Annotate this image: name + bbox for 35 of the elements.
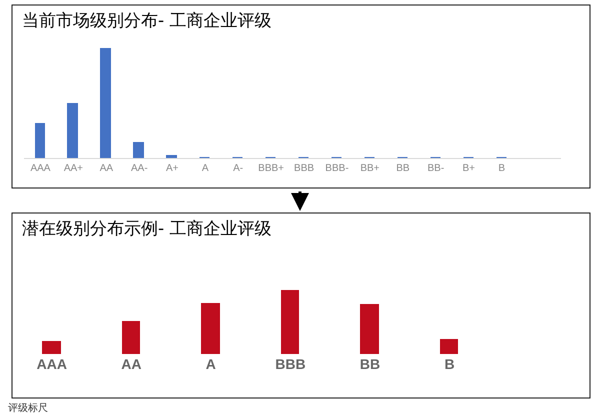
x-tick-label: AAA xyxy=(36,356,67,372)
bar xyxy=(100,48,111,158)
bar xyxy=(440,339,458,354)
x-tick-label: BB+ xyxy=(360,163,380,174)
x-tick-label: B xyxy=(498,163,506,174)
x-tick-label: B+ xyxy=(462,163,476,174)
bar xyxy=(281,290,299,354)
x-tick-label: B xyxy=(444,356,455,372)
x-tick-label: AA xyxy=(100,163,114,174)
bar xyxy=(133,142,144,158)
x-tick-label: BB xyxy=(396,163,410,174)
bar xyxy=(122,321,140,354)
x-tick-label: A+ xyxy=(166,163,179,174)
chart-title: 潜在级别分布示例- 工商企业评级 xyxy=(22,219,272,239)
bar xyxy=(360,304,379,354)
bar xyxy=(35,123,45,158)
x-tick-label: BBB xyxy=(294,163,314,174)
bar xyxy=(42,341,61,354)
x-tick-label: AA+ xyxy=(64,163,84,174)
chart-title: 当前市场级别分布- 工商企业评级 xyxy=(22,11,272,31)
bar xyxy=(67,103,78,158)
bar xyxy=(201,303,220,354)
text: 评级标尺 xyxy=(8,402,48,414)
x-tick-label: AAA xyxy=(30,163,51,174)
x-tick-label: A xyxy=(202,163,209,174)
x-tick-label: BBB- xyxy=(325,163,349,174)
x-tick-label: AA xyxy=(121,356,142,372)
x-tick-label: BB- xyxy=(427,163,444,174)
x-tick-label: BBB+ xyxy=(258,163,284,174)
bar xyxy=(166,155,177,158)
x-tick-label: A- xyxy=(233,163,244,174)
x-tick-label: BB xyxy=(360,356,380,372)
x-tick-label: A xyxy=(206,356,216,372)
x-tick-label: AA- xyxy=(130,163,148,174)
x-tick-label: BBB xyxy=(275,356,306,372)
